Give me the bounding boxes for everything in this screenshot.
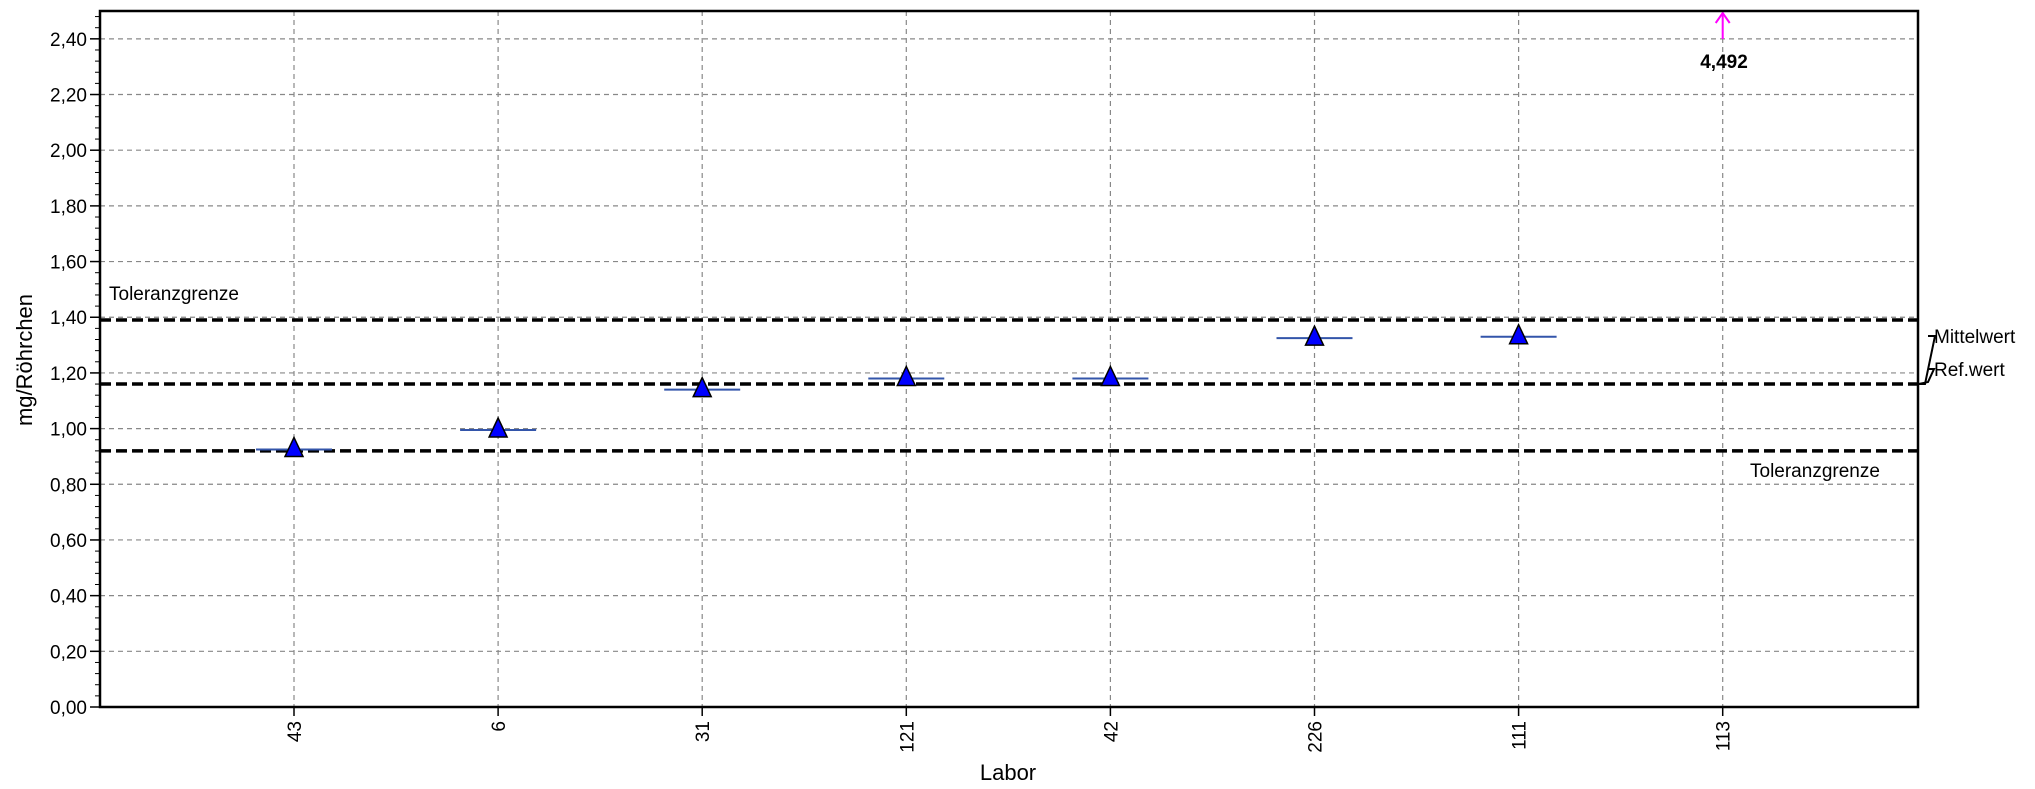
y-tick-label: 0,00 — [50, 698, 87, 719]
mean-leader-line — [1918, 335, 1937, 386]
y-tick-label: 2,20 — [50, 86, 87, 107]
outlier-arrow-head — [1714, 11, 1731, 24]
mean-label: Mittelwert — [1934, 327, 2016, 348]
axes: 0,00 0,20 0,40 0,60 0,80 1,00 1,20 1,40 1,60 1,80… — [50, 9, 1920, 753]
y-tick-label: 0,80 — [50, 475, 87, 496]
reference-leader-line — [1917, 368, 1936, 386]
y-tick-label: 0,20 — [50, 642, 87, 663]
x-tick-label: 31 — [693, 721, 714, 742]
x-tick-label: 226 — [1306, 721, 1327, 753]
x-axis-title: Labor — [980, 760, 1036, 785]
x-tick-label: 121 — [897, 721, 918, 753]
data-point — [283, 435, 305, 458]
data-point — [896, 364, 917, 387]
data-point — [1100, 364, 1121, 387]
grid-layer — [100, 11, 1918, 707]
y-tick-label: 1,60 — [50, 253, 87, 274]
data-point — [692, 375, 713, 398]
x-tick-label: 113 — [1714, 721, 1735, 751]
y-axis-title: mg/Röhrchen — [12, 294, 37, 426]
y-tick-label: 1,20 — [50, 364, 87, 385]
x-tick-label: 42 — [1101, 721, 1122, 742]
data-point — [1304, 324, 1325, 346]
y-tick-label: 1,40 — [50, 308, 87, 329]
y-tick-label: 1,80 — [50, 197, 87, 218]
data-point — [487, 416, 509, 438]
y-tick-label: 1,00 — [50, 420, 87, 441]
reference-value-label: Ref.wert — [1934, 360, 2005, 381]
reference-lines — [100, 318, 1937, 453]
lower-tolerance-label: Toleranzgrenze — [1750, 461, 1880, 482]
y-tick-label: 2,00 — [50, 141, 87, 162]
y-tick-label: 0,60 — [50, 531, 87, 552]
y-tick-label: 2,40 — [50, 30, 87, 51]
data-point — [1508, 322, 1529, 345]
upper-tolerance-label: Toleranzgrenze — [109, 284, 239, 305]
plot-frame — [98, 9, 1920, 709]
x-tick-label: 43 — [285, 721, 306, 742]
x-tick-label: 6 — [489, 721, 510, 732]
data-marks — [256, 11, 1731, 458]
outlier-value-label: 4,492 — [1700, 52, 1748, 73]
y-tick-label: 0,40 — [50, 587, 87, 608]
x-tick-label: 111 — [1510, 721, 1531, 750]
